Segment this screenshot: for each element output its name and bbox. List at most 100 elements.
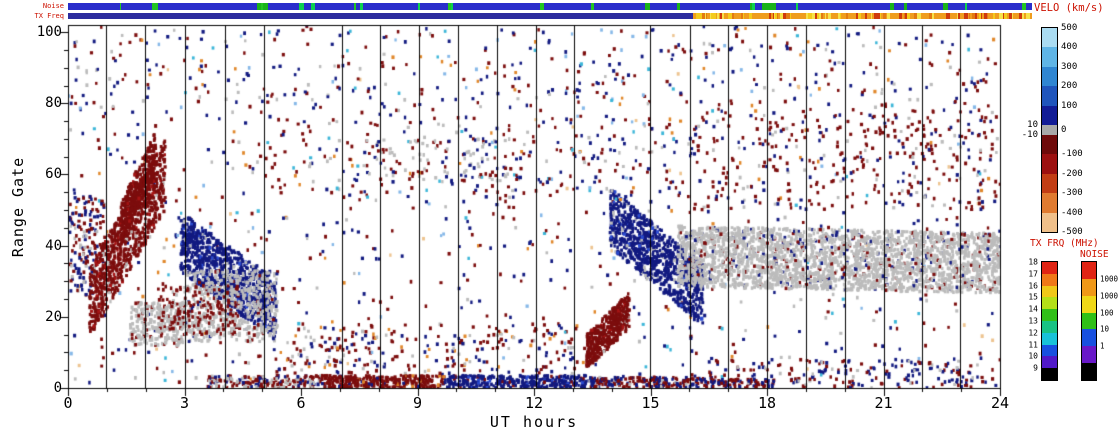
txfreq-strip-mark [978, 12, 982, 19]
txfreq-strip-mark [820, 12, 823, 19]
noise-strip-mark [418, 3, 421, 10]
txfreq-strip-mark [879, 12, 882, 19]
colorbar-label: 1 [1100, 341, 1105, 351]
velo-colorbar-title: VELO (km/s) [1034, 2, 1104, 14]
txfreq-strip-label: TX Freq [34, 11, 64, 20]
txfreq-strip-mark [846, 12, 848, 19]
txfreq-strip-mark [928, 12, 933, 19]
colorbar-label: 14 [1028, 304, 1038, 314]
txfreq-strip-mark [717, 12, 720, 19]
cb-tx-segment [1042, 344, 1057, 357]
x-axis-title: UT hours [489, 413, 579, 431]
txfreq-strip-mark [732, 12, 735, 19]
txfreq-strip-mark [720, 12, 724, 19]
cb-noise-segment [1082, 329, 1096, 347]
txfreq-strip-mark [905, 12, 907, 19]
cb-tx-segment [1042, 332, 1057, 345]
cb-velo-segment [1042, 135, 1057, 155]
txfreq-strip-mark [886, 12, 890, 19]
cb-velo-segment [1042, 47, 1057, 67]
txfreq-strip-mark [819, 12, 822, 19]
x-tick-label: 21 [874, 394, 893, 412]
txfreq-strip-mark [883, 12, 887, 19]
txfreq-strip-mark [1021, 12, 1025, 19]
noise-strip-mark [447, 3, 452, 10]
txfreq-strip-mark [782, 12, 786, 19]
colorbar-label: 100 [1100, 308, 1114, 318]
y-tick-label: 60 [45, 166, 62, 183]
x-tick-label: 24 [990, 394, 1010, 412]
y-axis-title: Range Gate [9, 156, 27, 258]
txfreq-strip-mark [779, 12, 783, 19]
colorbar-label: 10 [1028, 351, 1038, 361]
x-tick-label: 6 [296, 394, 306, 412]
colorbar-label: -300 [1061, 188, 1083, 199]
cb-velo-segment [1042, 173, 1057, 194]
txfreq-strip-mark [825, 12, 827, 19]
txfreq-strip-mark [768, 12, 771, 19]
txfreq-strip-mark [874, 12, 877, 19]
x-tick-label: 18 [757, 394, 777, 412]
cb-noise-segment [1082, 346, 1096, 364]
cb-noise-segment [1082, 363, 1096, 381]
colorbar-label: 9 [1033, 363, 1038, 373]
txfreq-strip-mark [727, 12, 732, 19]
colorbar-label: 17 [1028, 269, 1038, 279]
noise-strip-mark [644, 3, 651, 10]
txfreq-strip-mark [914, 12, 917, 19]
txfreq-strip-mark [906, 12, 910, 19]
txfreq-strip-mark [946, 12, 950, 19]
colorbar-label: 16 [1028, 281, 1038, 291]
txfreq-strip-mark [898, 12, 902, 19]
colorbar-label: 12 [1028, 328, 1038, 338]
txfreq-strip-mark [711, 12, 713, 19]
noise-strip-mark [360, 3, 364, 10]
cb-tx-segment [1042, 356, 1057, 369]
txfreq-strip-mark [816, 12, 820, 19]
colorbar-label: 400 [1061, 42, 1078, 53]
noise-strip-mark [261, 3, 264, 10]
txfrq-colorbar [1041, 261, 1058, 381]
colorbar-label: -500 [1061, 227, 1083, 237]
noise-strip [68, 3, 1032, 10]
txfreq-strip-right-segment [692, 12, 1032, 19]
cb-tx-segment [1042, 297, 1057, 310]
txfreq-strip-mark [1019, 12, 1024, 19]
txfreq-strip-mark [1026, 12, 1030, 19]
colorbar-label: 300 [1061, 61, 1078, 72]
cb-velo-segment [1042, 193, 1057, 213]
txfreq-strip-mark [695, 12, 700, 19]
colorbar-label: 200 [1061, 81, 1078, 92]
txfreq-strip-mark [812, 12, 816, 19]
cb-tx-segment [1042, 273, 1057, 286]
txfreq-strip-mark [917, 12, 922, 19]
cb-velo-segment [1042, 125, 1057, 136]
txfreq-strip-mark [748, 12, 753, 19]
txfreq-strip-mark [740, 12, 743, 19]
cb-velo-segment [1042, 86, 1057, 106]
txfreq-strip-mark [865, 12, 867, 19]
txfreq-strip-mark [839, 12, 841, 19]
txfreq-strip-mark [806, 12, 809, 19]
x-tick-label: 15 [641, 394, 660, 412]
x-tick-label: 3 [179, 394, 190, 412]
cb-tx-segment [1042, 262, 1057, 274]
cb-noise-segment [1082, 312, 1096, 330]
noise-strip-mark [310, 3, 316, 10]
colorbar-label: -400 [1061, 207, 1083, 218]
noise-strip-mark [965, 3, 967, 10]
noise-strip-mark [749, 3, 752, 10]
cb-velo-segment [1042, 28, 1057, 48]
noise-strip-mark [152, 3, 158, 10]
colorbar-label: 10 [1027, 120, 1038, 130]
y-tick-label: 100 [36, 24, 62, 41]
colorbar-label: 10 [1100, 324, 1110, 334]
noise-strip-mark [257, 3, 262, 10]
x-tick-label: 9 [412, 394, 423, 412]
txfreq-strip-mark [903, 12, 906, 19]
txfrq-colorbar-title: TX FRQ (MHz) [1030, 238, 1099, 249]
txfreq-strip-mark [786, 12, 790, 19]
velo-colorbar [1041, 27, 1058, 233]
